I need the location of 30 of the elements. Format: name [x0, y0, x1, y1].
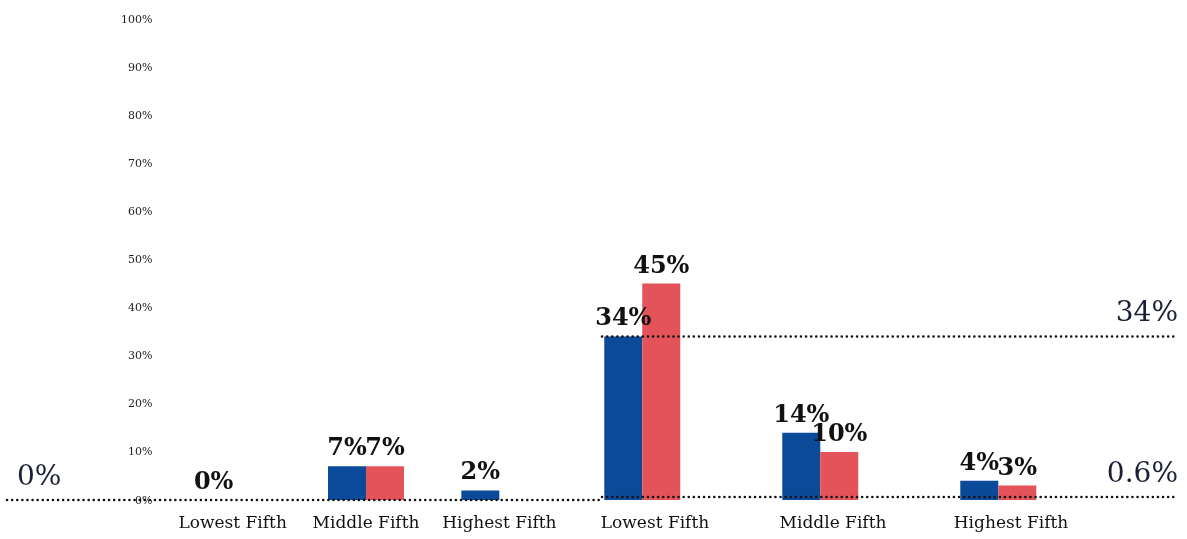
- y-tick-label: 40%: [128, 301, 153, 315]
- x-tick-label: Lowest Fifth: [600, 511, 710, 532]
- y-tick-label: 100%: [121, 12, 153, 26]
- x-tick-label: Highest Fifth: [442, 511, 557, 532]
- bar: [820, 451, 859, 500]
- x-tick-label: Middle Fifth: [779, 511, 887, 532]
- data-label: 2%: [460, 456, 501, 486]
- data-label: 7%: [327, 432, 367, 462]
- y-tick-label: 10%: [128, 445, 153, 459]
- data-label: 4%: [959, 446, 1000, 476]
- ref-line-label: 0%: [17, 459, 62, 492]
- bar: [998, 485, 1037, 500]
- data-label: 0%: [193, 466, 234, 495]
- y-tick-label: 90%: [128, 60, 153, 74]
- x-tick-label: Highest Fifth: [953, 511, 1069, 532]
- ref-line-label: 34%: [1115, 295, 1178, 329]
- y-tick-label: 50%: [128, 253, 153, 266]
- y-tick-label: 20%: [128, 397, 153, 411]
- bar: [604, 336, 643, 500]
- y-tick-label: 30%: [128, 349, 153, 363]
- y-tick-label: 80%: [128, 108, 153, 122]
- y-tick-label: 60%: [128, 204, 153, 218]
- x-tick-label: Middle Fifth: [312, 511, 420, 532]
- bar: [960, 480, 999, 500]
- y-tick-label: 70%: [128, 156, 153, 170]
- ref-line-label: 0.6%: [1106, 456, 1178, 490]
- y-tick-label: 0%: [135, 493, 153, 507]
- x-tick-label: Lowest Fifth: [178, 511, 287, 532]
- data-label: 45%: [633, 249, 690, 279]
- data-label: 7%: [365, 432, 405, 462]
